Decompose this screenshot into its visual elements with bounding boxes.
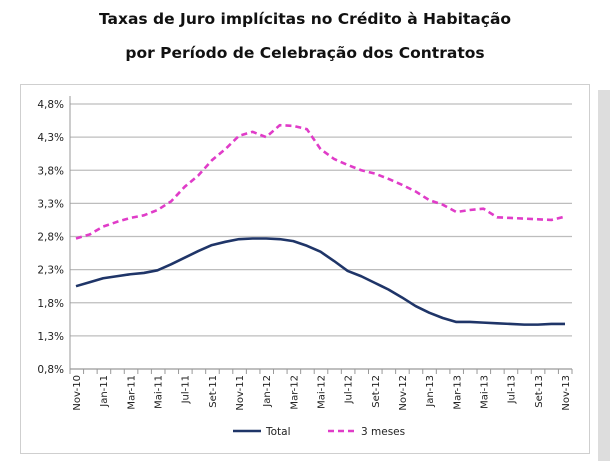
x-tick-label: Jul-12 bbox=[344, 375, 355, 404]
y-tick-label: 1,3% bbox=[37, 331, 64, 343]
x-tick-label: Mai-11 bbox=[154, 375, 165, 409]
x-tick-label: Set-12 bbox=[371, 375, 382, 408]
series-line-3-meses bbox=[75, 123, 566, 240]
chart-title-line1: Taxas de Juro implícitas no Crédito à Ha… bbox=[98, 10, 512, 28]
x-tick-label: Mar-11 bbox=[126, 375, 137, 410]
series-line-total bbox=[75, 237, 565, 326]
x-tick-label: Mar-13 bbox=[452, 375, 463, 410]
x-tick-label: Jan-12 bbox=[262, 375, 273, 408]
x-tick-label: Mai-12 bbox=[317, 375, 328, 409]
x-tick-label: Jan-13 bbox=[425, 375, 436, 408]
x-tick-label: Set-13 bbox=[534, 375, 545, 408]
y-tick-label: 1,8% bbox=[37, 298, 64, 310]
y-tick-label: 3,8% bbox=[37, 165, 64, 177]
chart-title-line2: por Período de Celebração dos Contratos bbox=[125, 44, 485, 62]
x-tick-label: Nov-12 bbox=[398, 375, 409, 411]
x-tick-label: Mar-12 bbox=[289, 375, 300, 410]
x-tick-label: Set-11 bbox=[208, 375, 219, 408]
y-tick-label: 3,3% bbox=[37, 198, 64, 210]
y-tick-label: 4,8% bbox=[37, 99, 64, 111]
legend-label: 3 meses bbox=[361, 426, 405, 438]
scrollbar[interactable] bbox=[598, 90, 610, 461]
x-tick-label: Mai-13 bbox=[480, 375, 491, 409]
y-tick-label: 2,8% bbox=[37, 232, 64, 244]
y-tick-label: 4,3% bbox=[37, 132, 64, 144]
legend-label: Total bbox=[265, 426, 291, 438]
chart-frame bbox=[20, 84, 590, 454]
x-tick-label: Jul-13 bbox=[507, 375, 518, 404]
x-tick-label: Jul-11 bbox=[181, 375, 192, 404]
y-tick-label: 2,3% bbox=[37, 265, 64, 277]
x-tick-label: Nov-13 bbox=[561, 375, 572, 411]
y-tick-label: 0,8% bbox=[37, 364, 64, 376]
x-tick-label: Jan-11 bbox=[99, 375, 110, 408]
x-tick-label: Nov-11 bbox=[235, 375, 246, 411]
x-tick-label: Nov-10 bbox=[72, 375, 83, 411]
